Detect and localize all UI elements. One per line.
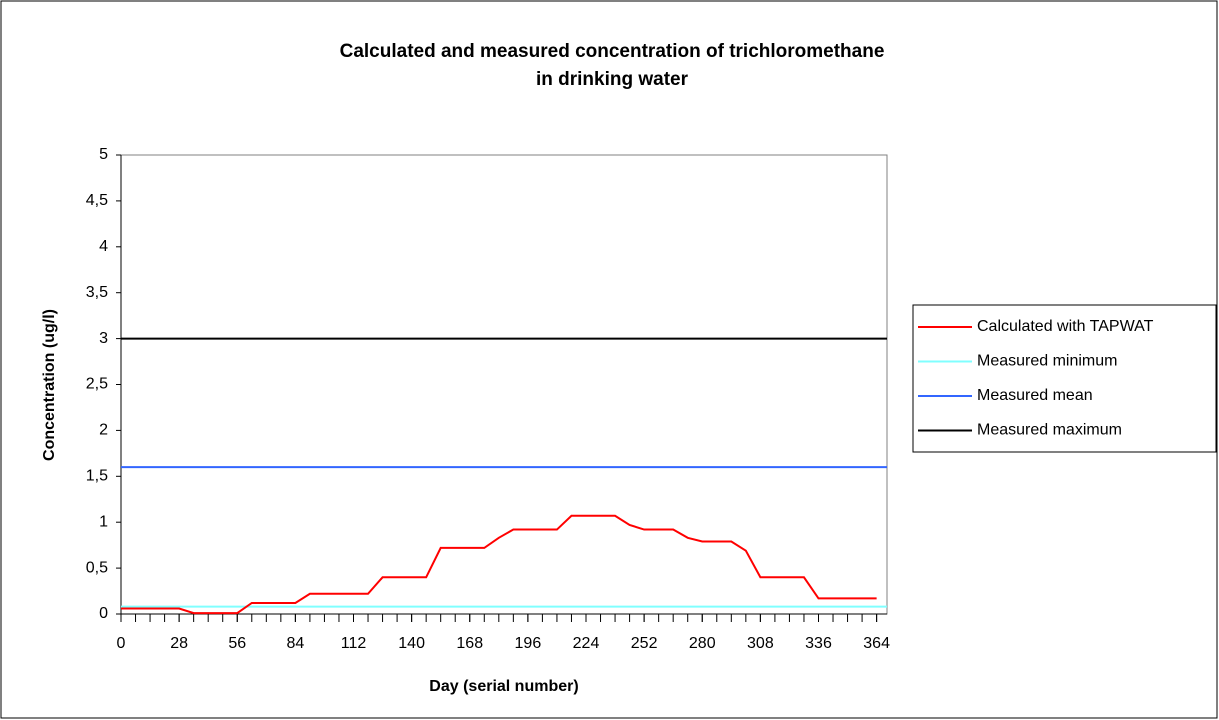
x-tick-label: 168 <box>456 635 483 652</box>
x-tick-label: 28 <box>170 635 188 652</box>
y-tick-label: 2,5 <box>86 376 108 393</box>
x-tick-label: 252 <box>631 635 658 652</box>
chart-title: Calculated and measured concentration of… <box>340 41 885 62</box>
x-tick-label: 0 <box>117 635 126 652</box>
y-tick-label: 1,5 <box>86 468 108 485</box>
y-tick-label: 0,5 <box>86 559 108 576</box>
x-tick-label: 112 <box>341 635 367 652</box>
x-tick-label: 224 <box>573 635 600 652</box>
y-tick-label: 4,5 <box>86 192 108 209</box>
x-tick-label: 364 <box>863 635 890 652</box>
y-tick-label: 2 <box>99 422 108 439</box>
y-tick-label: 1 <box>99 513 108 530</box>
legend-label: Measured mean <box>977 387 1093 404</box>
series-line <box>121 514 877 615</box>
y-tick-label: 0 <box>99 605 108 622</box>
x-tick-label: 84 <box>286 635 304 652</box>
x-axis-title: Day (serial number) <box>429 678 578 695</box>
x-tick-label: 56 <box>228 635 246 652</box>
x-tick-label: 140 <box>398 635 425 652</box>
legend-label: Measured maximum <box>977 422 1122 439</box>
y-tick-label: 3,5 <box>86 284 108 301</box>
legend-label: Measured minimum <box>977 353 1117 370</box>
chart-title: in drinking water <box>536 69 689 90</box>
legend <box>912 304 1217 453</box>
y-axis-title: Concentration (ug/l) <box>41 309 58 461</box>
y-tick-label: 5 <box>99 146 108 163</box>
x-tick-label: 280 <box>689 635 716 652</box>
y-tick-label: 4 <box>99 238 108 255</box>
x-tick-label: 336 <box>805 635 832 652</box>
x-tick-label: 196 <box>515 635 542 652</box>
x-tick-label: 308 <box>747 635 774 652</box>
legend-label: Calculated with TAPWAT <box>977 318 1154 335</box>
y-tick-label: 3 <box>99 330 108 347</box>
